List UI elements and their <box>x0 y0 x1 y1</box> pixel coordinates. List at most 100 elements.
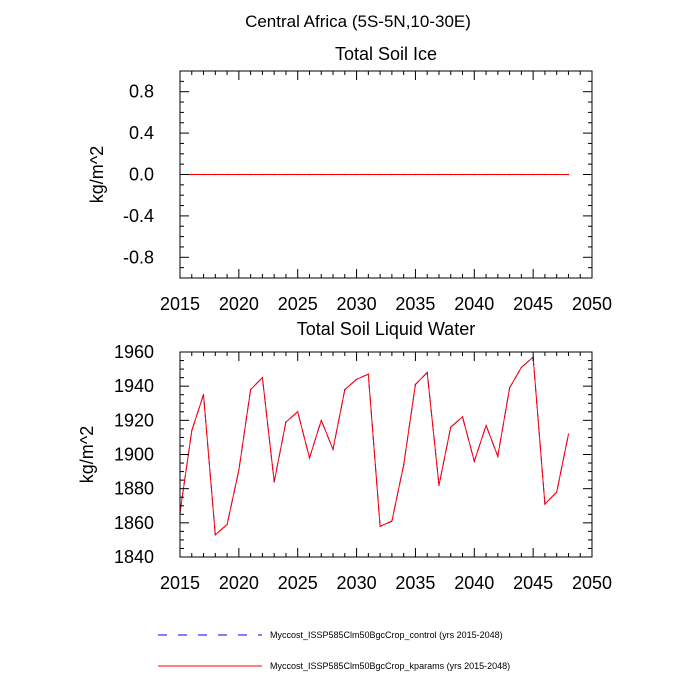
data-point-1-2042 <box>497 455 499 457</box>
x-tick-label-2020: 2020 <box>219 573 259 593</box>
data-point-1-2043 <box>509 173 511 176</box>
data-point-1-2040 <box>473 173 475 176</box>
data-point-1-2036 <box>426 173 428 176</box>
chart-panel-total-soil-ice: Total Soil Ice kg/m^2 2015 2020 2025 2030 2035… <box>87 44 612 314</box>
data-point-1-2038 <box>450 173 452 176</box>
data-point-1-2024 <box>285 173 287 176</box>
data-point-1-2033 <box>391 173 393 176</box>
data-point-1-2021 <box>250 173 252 176</box>
data-point-1-2041 <box>485 173 487 176</box>
y-tick-label: 1920 <box>114 410 154 430</box>
data-point-1-2042 <box>497 173 499 176</box>
data-point-1-2023 <box>273 173 275 176</box>
data-point-1-2029 <box>344 389 346 391</box>
y-tick-label: 0.0 <box>129 165 154 185</box>
data-point-1-2046 <box>544 173 546 176</box>
data-point-1-2028 <box>332 173 334 176</box>
x-tick-label-2025: 2025 <box>278 573 318 593</box>
x-tick-label-2020: 2020 <box>219 294 259 314</box>
data-point-1-2034 <box>403 173 405 176</box>
data-point-1-2027 <box>320 173 322 176</box>
data-point-1-2041 <box>485 424 487 427</box>
data-point-1-2023 <box>273 481 275 483</box>
data-point-1-2022 <box>261 173 263 176</box>
x-tick-label-2045: 2045 <box>513 294 553 314</box>
y-axis-label: kg/m^2 <box>87 146 107 203</box>
y-tick-label: -0.8 <box>123 247 154 267</box>
data-point-1-2019 <box>226 523 228 526</box>
data-point-1-2047 <box>556 491 558 493</box>
data-point-1-2048 <box>567 433 570 435</box>
data-point-1-2035 <box>414 383 416 386</box>
data-point-1-2047 <box>556 173 558 176</box>
data-point-1-2020 <box>238 173 240 176</box>
y-tick-label: 1860 <box>114 513 154 533</box>
data-point-1-2030 <box>356 173 358 176</box>
data-point-1-2043 <box>509 387 511 389</box>
data-point-1-2046 <box>544 503 546 505</box>
data-point-1-2039 <box>461 416 464 418</box>
series-line-myccost-issp585clm50bgccrop-kparams-yrs-2015-2048 <box>179 356 569 536</box>
y-tick-label: -0.4 <box>123 206 154 226</box>
data-point-1-2037 <box>438 173 440 176</box>
data-point-1-2044 <box>520 366 523 368</box>
data-point-1-2021 <box>250 389 252 391</box>
data-point-1-2039 <box>461 173 464 176</box>
y-tick-label: 0.4 <box>129 123 154 143</box>
y-tick-label: 1940 <box>114 376 154 396</box>
x-tick-label-2040: 2040 <box>454 573 494 593</box>
data-point-1-2018 <box>214 534 216 536</box>
data-point-1-2030 <box>356 378 358 380</box>
data-point-1-2018 <box>214 173 216 176</box>
y-tick-label: 1840 <box>114 547 154 567</box>
data-point-1-2036 <box>426 371 428 374</box>
legend-label: Myccost_ISSP585Clm50BgcCrop_kparams (yrs… <box>270 661 510 671</box>
data-point-1-2019 <box>226 173 228 176</box>
x-tick-label-2035: 2035 <box>395 294 435 314</box>
data-point-1-2035 <box>414 173 416 176</box>
data-point-1-2045 <box>532 173 534 176</box>
y-axis-label: kg/m^2 <box>77 426 97 483</box>
data-point-1-2024 <box>285 421 287 423</box>
chart-title: Total Soil Liquid Water <box>297 319 475 339</box>
y-tick-label: 0.8 <box>129 82 154 102</box>
data-point-1-2031 <box>367 373 369 375</box>
data-point-1-2033 <box>391 520 393 522</box>
data-point-1-2027 <box>320 419 322 421</box>
data-point-1-2044 <box>520 173 523 176</box>
region-title: Central Africa (5S-5N,10-30E) <box>245 12 471 31</box>
x-tick-label-2040: 2040 <box>454 294 494 314</box>
data-point-1-2026 <box>308 457 311 459</box>
data-point-1-2026 <box>308 173 311 176</box>
chart-legend: Myccost_ISSP585Clm50BgcCrop_control (yrs… <box>158 630 510 671</box>
x-tick-label-2025: 2025 <box>278 294 318 314</box>
x-tick-label-2015: 2015 <box>160 573 200 593</box>
data-point-1-2034 <box>403 464 405 466</box>
data-point-1-2025 <box>297 173 299 176</box>
chart-title: Total Soil Ice <box>335 44 437 64</box>
y-tick-label: 1960 <box>114 342 154 362</box>
x-tick-label-2045: 2045 <box>513 573 553 593</box>
x-tick-label-2035: 2035 <box>395 573 435 593</box>
legend-label: Myccost_ISSP585Clm50BgcCrop_control (yrs… <box>270 630 503 640</box>
x-tick-label-2015: 2015 <box>160 294 200 314</box>
data-point-1-2029 <box>344 173 346 176</box>
data-point-1-2037 <box>438 484 440 486</box>
data-point-1-2048 <box>567 173 570 176</box>
data-point-1-2028 <box>332 448 334 450</box>
data-point-1-2031 <box>367 173 369 176</box>
data-point-1-2017 <box>202 173 205 176</box>
y-tick-label: 1880 <box>114 479 154 499</box>
x-tick-label-2030: 2030 <box>337 573 377 593</box>
data-point-1-2016 <box>191 430 193 432</box>
chart-panel-total-soil-liquid-water: Total Soil Liquid Water kg/m^2 2015 2020 202… <box>77 319 612 593</box>
data-point-1-2016 <box>191 173 193 176</box>
plot-frame <box>179 351 593 558</box>
data-point-1-2020 <box>238 469 240 471</box>
data-point-1-2022 <box>261 377 263 379</box>
data-point-1-2017 <box>202 394 205 396</box>
data-point-1-2025 <box>297 411 299 413</box>
data-point-1-2032 <box>379 525 381 527</box>
x-tick-label-2050: 2050 <box>572 573 612 593</box>
